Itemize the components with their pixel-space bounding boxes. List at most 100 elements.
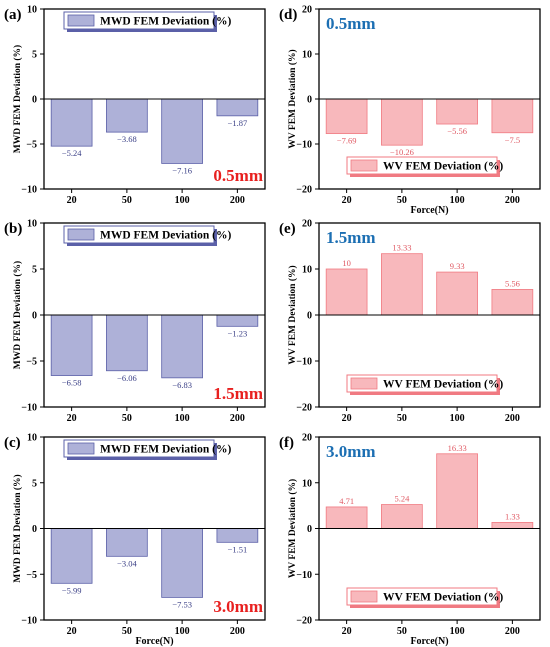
x-tick-label-f-3: 200 [505, 626, 520, 637]
y-tick-label-e-3: 10 [302, 265, 312, 276]
bar-a-200 [216, 98, 259, 117]
legend-box-d [346, 156, 498, 175]
y-tick-label-c-2: 0 [32, 524, 37, 535]
data-label-e-200: 5.56 [505, 278, 520, 288]
bar-e-50 [381, 253, 423, 316]
y-axis-title-f: WV FEM Deviation (%) [287, 479, 298, 578]
y-tick-label-b-1: −5 [26, 357, 37, 368]
x-tick-label-a-1: 50 [122, 195, 132, 206]
x-tick-label-c-2: 100 [175, 626, 190, 637]
y-tick-label-d-2: 0 [307, 95, 312, 106]
x-tick-label-d-3: 200 [505, 195, 520, 206]
legend-box-c [63, 439, 215, 458]
bar-d-100 [436, 98, 478, 125]
bar-b-200 [216, 314, 259, 327]
annotation-d: 0.5mm [326, 14, 376, 33]
y-tick-label-e-4: 20 [302, 219, 312, 230]
bar-d-20 [325, 98, 368, 135]
y-tick-label-c-3: 5 [32, 478, 37, 489]
bar-b-50 [106, 314, 148, 372]
panel-label-a: (a) [4, 7, 22, 23]
y-tick-label-a-1: −5 [26, 140, 37, 151]
legend-label-a: MWD FEM Deviation (%) [100, 16, 231, 28]
y-tick-label-d-3: 10 [302, 50, 312, 61]
y-tick-label-a-4: 10 [27, 5, 37, 16]
x-tick-label-a-3: 200 [230, 195, 245, 206]
legend-swatch-b [67, 228, 95, 241]
y-tick-label-b-2: 0 [32, 311, 37, 322]
panel-label-d: (d) [279, 7, 297, 23]
legend-swatch-e [350, 377, 378, 390]
chart-panel-c: −5.99 −3.04 −7.53 −1.51 −10 −5 0 5 10 20 50 100 200 F… [4, 433, 266, 647]
data-label-d-50: −10.26 [390, 147, 414, 157]
y-tick-label-c-0: −10 [21, 616, 37, 627]
x-tick-label-b-1: 50 [122, 413, 132, 424]
y-tick-label-b-0: −10 [21, 403, 37, 414]
annotation-f: 3.0mm [326, 442, 376, 461]
data-label-e-50: 13.33 [392, 243, 411, 253]
y-tick-label-b-3: 5 [32, 265, 37, 276]
bar-c-100 [161, 528, 203, 598]
y-tick-label-a-0: −10 [21, 185, 37, 196]
y-tick-label-e-2: 0 [307, 311, 312, 322]
y-tick-label-e-1: −10 [296, 357, 312, 368]
data-label-f-50: 5.24 [394, 494, 410, 504]
annotation-a: 0.5mm [213, 166, 263, 185]
y-tick-label-f-0: −20 [296, 616, 312, 627]
chart-panel-a: −5.24 −3.68 −7.16 −1.87 −10 −5 0 5 10 20 50 100 200 M… [4, 5, 266, 206]
bar-f-20 [325, 506, 368, 529]
chart-panel-d: −7.69 −10.26 −5.56 −7.5 −20 −10 0 10 20 20 50 100 20… [279, 5, 541, 216]
x-tick-label-f-0: 20 [342, 626, 352, 637]
y-tick-label-f-1: −10 [296, 570, 312, 581]
legend-box-a [63, 11, 215, 30]
x-tick-label-e-3: 200 [505, 413, 520, 424]
x-tick-label-e-0: 20 [342, 413, 352, 424]
x-tick-label-f-1: 50 [397, 626, 407, 637]
legend-swatch-d [350, 159, 378, 172]
legend-label-d: WV FEM Deviation (%) [383, 161, 503, 173]
panel-label-c: (c) [4, 435, 21, 451]
y-tick-label-f-3: 10 [302, 478, 312, 489]
bar-d-200 [491, 98, 534, 134]
x-axis-title-d: Force(N) [410, 205, 448, 216]
panel-label-f: (f) [279, 435, 294, 451]
legend-box-e [346, 374, 498, 393]
legend-box-b [63, 225, 215, 244]
x-tick-label-d-1: 50 [397, 195, 407, 206]
chart-panel-b: −6.58 −6.06 −6.83 −1.23 −10 −5 0 5 10 20 50 100 200 M… [4, 219, 266, 424]
x-tick-label-e-2: 100 [450, 413, 465, 424]
legend-label-e: WV FEM Deviation (%) [383, 379, 503, 391]
data-label-f-100: 16.33 [448, 443, 467, 453]
y-axis-title-e: WV FEM Deviation (%) [287, 265, 298, 364]
y-axis-title-c: MWD FEM Deviation (%) [12, 474, 23, 582]
data-label-b-100: −6.83 [172, 380, 192, 390]
x-tick-label-c-1: 50 [122, 626, 132, 637]
y-tick-label-f-4: 20 [302, 433, 312, 444]
panel-label-b: (b) [4, 221, 22, 237]
data-label-a-50: −3.68 [117, 134, 137, 144]
y-tick-label-c-1: −5 [26, 570, 37, 581]
y-tick-label-f-2: 0 [307, 524, 312, 535]
data-label-b-50: −6.06 [117, 373, 137, 383]
legend-label-f: WV FEM Deviation (%) [383, 592, 503, 604]
bar-c-20 [50, 528, 93, 584]
legend-label-c: MWD FEM Deviation (%) [100, 444, 231, 456]
panel-label-e: (e) [279, 221, 296, 237]
y-tick-label-c-4: 10 [27, 433, 37, 444]
bar-a-50 [106, 98, 148, 133]
y-axis-title-a: MWD FEM Deviation (%) [12, 45, 23, 153]
data-label-a-20: −5.24 [62, 148, 82, 158]
data-label-e-20: 10 [342, 258, 351, 268]
y-tick-label-d-1: −10 [296, 140, 312, 151]
x-tick-label-a-0: 20 [67, 195, 77, 206]
x-tick-label-b-2: 100 [175, 413, 190, 424]
legend-swatch-a [67, 14, 95, 27]
chart-panel-f: 4.71 5.24 16.33 1.33 −20 −10 0 10 20 20 50 100 200 Fo… [279, 433, 541, 647]
bar-e-100 [436, 271, 478, 316]
legend-swatch-c [67, 442, 95, 455]
y-tick-label-e-0: −20 [296, 403, 312, 414]
x-tick-label-b-0: 20 [67, 413, 77, 424]
bar-c-50 [106, 528, 148, 557]
bar-f-200 [491, 522, 534, 529]
